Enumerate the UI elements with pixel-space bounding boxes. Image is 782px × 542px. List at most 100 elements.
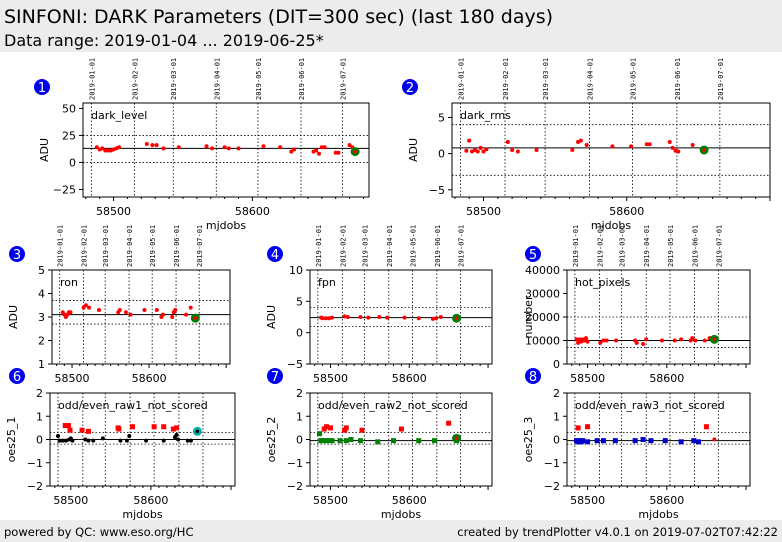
data-point	[333, 150, 338, 155]
data-point	[585, 439, 591, 445]
data-point	[62, 423, 68, 429]
date-label: 2019-02-01	[596, 225, 604, 267]
x-tick-label: 58500	[570, 494, 605, 507]
date-label: 2019-05-01	[255, 58, 263, 100]
data-point	[176, 437, 181, 442]
data-point	[154, 307, 159, 312]
data-point	[320, 316, 325, 321]
data-point	[170, 426, 176, 432]
data-point	[161, 438, 166, 443]
data-point	[402, 315, 407, 320]
y-tick-label: 4	[38, 288, 45, 301]
y-tick-label: 0	[36, 434, 43, 447]
y-axis-label: ADU	[38, 138, 51, 162]
data-point	[478, 145, 483, 150]
data-point	[585, 424, 591, 430]
data-point	[584, 142, 589, 147]
data-point	[65, 423, 71, 429]
x-tick-label: 58600	[649, 494, 684, 507]
y-tick-label: 10	[289, 264, 303, 277]
date-label: 2019-06-01	[692, 225, 700, 267]
date-label: 2019-04-01	[213, 58, 221, 100]
y-tick-label: 3	[38, 311, 45, 324]
data-point	[184, 312, 189, 317]
y-tick-label: −1	[544, 457, 560, 470]
data-point	[129, 424, 135, 430]
data-point	[337, 438, 343, 444]
data-point	[366, 315, 371, 320]
data-point	[142, 307, 147, 312]
plot-badge	[9, 246, 25, 262]
y-tick-label: 0	[296, 434, 303, 447]
data-point	[632, 438, 638, 444]
y-tick-label: 40000	[525, 264, 560, 277]
data-point	[578, 138, 583, 143]
date-label: 2019-04-01	[386, 225, 394, 267]
x-tick-label: 58600	[133, 494, 168, 507]
data-point	[353, 149, 357, 154]
date-label: 2019-03-01	[542, 58, 550, 100]
plot-frame	[82, 102, 370, 198]
data-point	[127, 434, 132, 439]
data-point	[475, 149, 480, 154]
date-label: 2019-02-01	[339, 225, 347, 267]
data-point	[604, 338, 609, 343]
data-point	[641, 342, 646, 347]
plot-7: 7 −2 −1 0 1 2 58500 58600 odd/even_raw2_not_scor…	[265, 368, 493, 521]
data-point	[647, 142, 652, 147]
data-point	[348, 437, 354, 442]
data-point	[416, 438, 422, 444]
powered-by: powered by QC: www.eso.org/HC	[4, 525, 194, 539]
data-point	[640, 437, 646, 442]
data-point	[154, 143, 159, 148]
y-tick-label: 10000	[525, 335, 560, 348]
x-tick-label: 58500	[466, 205, 501, 218]
data-point	[316, 431, 322, 437]
data-point	[117, 145, 122, 150]
data-point	[670, 145, 675, 150]
plot-number: 5	[529, 248, 537, 263]
data-point	[377, 315, 382, 319]
data-point	[174, 425, 180, 431]
data-point	[580, 438, 586, 444]
data-point	[585, 339, 590, 344]
data-point	[188, 305, 193, 310]
data-point	[430, 316, 435, 321]
plot-number: 1	[38, 81, 46, 96]
x-tick-label: 58600	[235, 205, 270, 218]
data-point	[391, 438, 397, 444]
data-point	[454, 436, 459, 441]
data-point	[226, 146, 231, 151]
date-label: 2019-05-01	[667, 225, 675, 267]
data-point	[672, 338, 677, 343]
plot-frame	[51, 269, 231, 365]
data-point	[314, 148, 319, 153]
data-point	[329, 438, 335, 444]
header: SINFONI: DARK Parameters (DIT=300 sec) (…	[0, 0, 782, 52]
x-tick-label: 58500	[55, 372, 90, 385]
data-point	[117, 307, 122, 312]
data-point	[431, 438, 437, 444]
y-tick-label: 2	[38, 335, 45, 348]
plot-5: 5 2019-01-01 2019-02-01 2019-03-01 2019-04-0…	[522, 225, 751, 385]
data-point	[195, 429, 200, 434]
data-point	[679, 337, 684, 342]
footer: powered by QC: www.eso.org/HC created by…	[0, 520, 782, 542]
y-tick-label: 5	[296, 295, 303, 308]
data-point	[322, 145, 327, 150]
data-point	[97, 307, 102, 312]
x-axis-label: mjdobs	[591, 219, 631, 232]
date-label: 2019-06-01	[434, 225, 442, 267]
data-point	[144, 142, 149, 147]
data-point	[320, 438, 326, 444]
date-label: 2019-03-01	[170, 58, 178, 100]
y-tick-label: 5	[438, 111, 445, 124]
data-point	[505, 140, 510, 145]
y-axis-label: oes25_1	[5, 417, 18, 463]
data-point	[56, 434, 61, 439]
data-point	[610, 144, 615, 149]
y-tick-label: 2	[553, 387, 560, 400]
data-point	[118, 438, 123, 443]
x-tick-label: 58500	[96, 205, 131, 218]
x-tick-label: 58500	[570, 372, 605, 385]
